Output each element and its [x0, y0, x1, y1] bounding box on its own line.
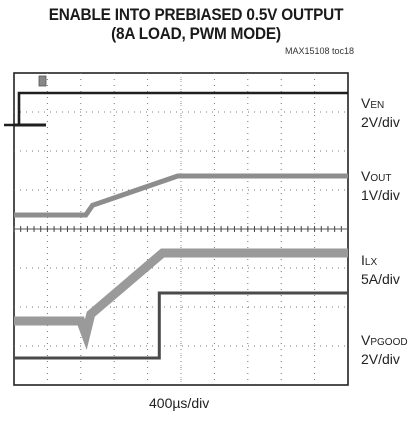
trace-vout [14, 173, 348, 218]
ven-scale: 2V/div [361, 114, 400, 130]
ilx-label-sub: LX [364, 257, 378, 268]
scope-grid [13, 72, 349, 386]
channel-label-vout: VOUT 1V/div [361, 168, 400, 204]
ilx-label-main: I [361, 252, 365, 268]
vout-label-sub: OUT [370, 173, 392, 184]
ilx-scale: 5A/div [361, 271, 400, 287]
x-scale-label: 400µs/div [149, 395, 210, 411]
ven-label-main: V [361, 95, 371, 111]
vout-scale: 1V/div [361, 187, 400, 203]
vpgood-scale: 2V/div [361, 351, 400, 367]
vpgood-label-main: V [361, 332, 371, 348]
trigger-marker [38, 75, 47, 87]
figure-id: MAX15108 toc18 [284, 46, 354, 56]
vpgood-label-sub: PGOOD [370, 337, 408, 348]
chart-title-line2: (8A LOAD, PWM MODE) [111, 25, 281, 43]
trace-vpgood [14, 291, 348, 360]
channel-label-vpgood: VPGOOD 2V/div [361, 332, 408, 368]
ven-label-sub: EN [370, 100, 385, 111]
trace-ven [4, 91, 348, 127]
channel-label-ven: VEN 2V/div [361, 95, 400, 131]
channel-label-ilx: ILX 5A/div [361, 252, 400, 288]
trace-ilx [14, 248, 348, 350]
scope-traces [4, 75, 348, 360]
chart-title-line1: ENABLE INTO PREBIASED 0.5V OUTPUT [48, 6, 344, 24]
vout-label-main: V [361, 168, 371, 184]
